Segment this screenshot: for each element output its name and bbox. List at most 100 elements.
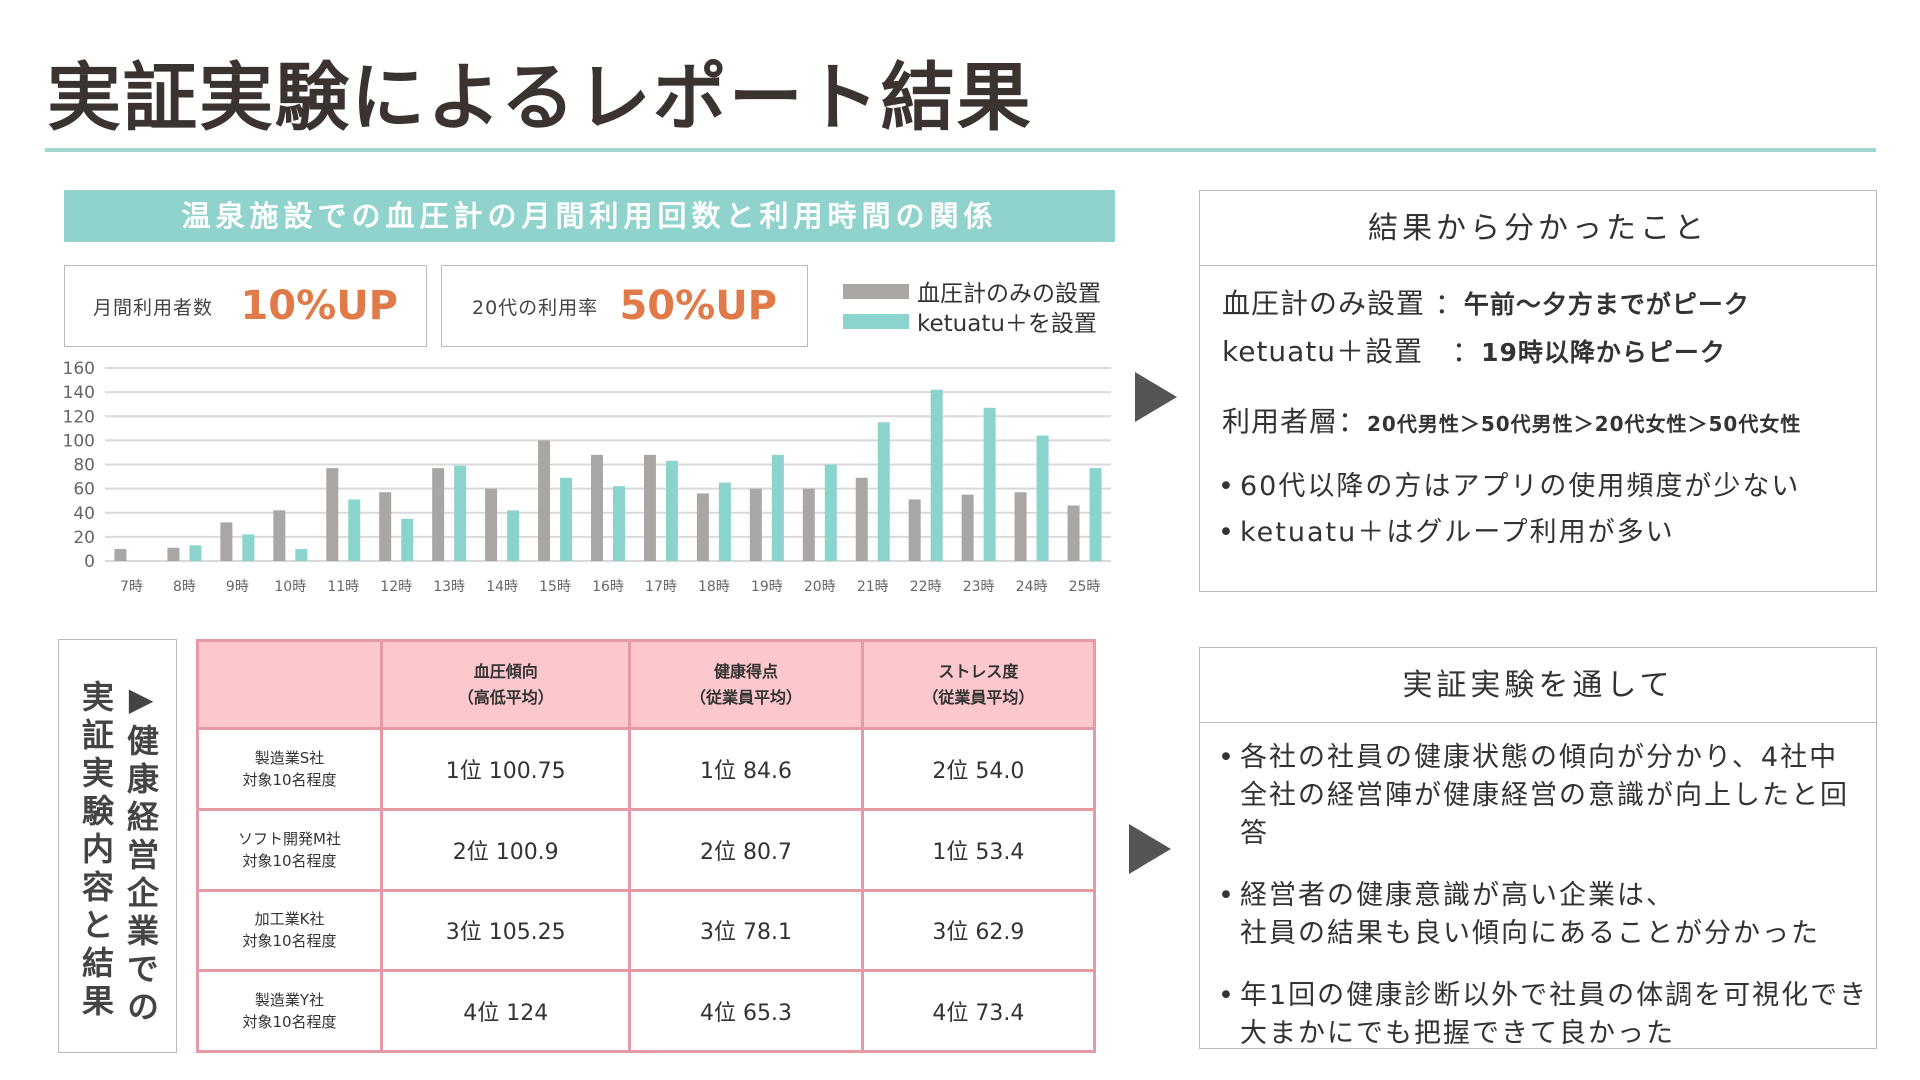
stat-label: 20代の利用率: [472, 296, 599, 319]
table-cell: 3位 105.25: [379, 888, 632, 973]
row-company: 加工業K社 対象10名程度: [196, 888, 383, 973]
stat-value: 10%UP: [240, 283, 398, 329]
table-cell: 2位 100.9: [379, 807, 632, 892]
bar-teal: [1036, 435, 1049, 561]
vertical-label-line2: 実証実験内容と結果: [77, 680, 115, 1022]
table-cell: 3位 78.1: [628, 888, 864, 973]
table-cell: 1位 53.4: [860, 807, 1097, 892]
y-tick-label: 60: [73, 480, 95, 500]
x-tick-label: 20時: [804, 579, 836, 595]
bullet-item: ketuatu＋はグループ利用が多い: [1200, 514, 1876, 552]
table-header-row: 血圧傾向 （高低平均） 健康得点 （従業員平均） ストレス度 （従業員平均）: [196, 639, 1097, 730]
bar-teal: [560, 477, 573, 561]
stat-label: 月間利用者数: [93, 296, 214, 319]
finding-value: 20代男性＞50代男性＞20代女性＞50代女性: [1367, 412, 1802, 436]
bar-teal: [665, 460, 678, 561]
y-tick-label: 40: [73, 504, 95, 524]
y-tick-label: 140: [63, 383, 95, 403]
y-tick-label: 160: [63, 359, 95, 379]
x-tick-label: 13時: [433, 579, 465, 595]
bar-gray: [220, 522, 233, 561]
bar-gray: [591, 454, 603, 561]
x-tick-label: 8時: [173, 579, 196, 595]
finding-label: ketuatu＋設置 ：: [1222, 335, 1482, 368]
table-cell: 1位 100.75: [379, 727, 632, 811]
x-tick-label: 17時: [645, 579, 677, 595]
row-company: 製造業S社 対象10名程度: [196, 727, 383, 811]
bar-gray: [802, 488, 815, 561]
x-tick-label: 16時: [592, 579, 624, 595]
bar-teal: [930, 389, 943, 561]
bar-gray: [1067, 505, 1080, 561]
bar-teal: [983, 407, 996, 561]
conclusion-panel-header: 実証実験を通して: [1200, 648, 1876, 723]
bar-gray: [326, 468, 339, 561]
x-tick-label: 24時: [1016, 579, 1048, 595]
table-row: ソフト開発M社 対象10名程度 2位 100.9 2位 80.7 1位 53.4: [196, 807, 1097, 892]
table-cell: 3位 62.9: [860, 888, 1097, 973]
conclusion-panel: 実証実験を通して 各社の社員の健康状態の傾向が分かり、4社中全社の経営陣が健康経…: [1199, 647, 1877, 1049]
table-header-empty: [196, 639, 383, 730]
table-cell: 4位 124: [379, 969, 632, 1053]
finding-label: 利用者層：: [1222, 405, 1368, 438]
bar-teal: [507, 510, 520, 561]
table-header: 血圧傾向 （高低平均）: [379, 639, 632, 730]
table-cell: 4位 73.4: [860, 969, 1097, 1053]
table-header: ストレス度 （従業員平均）: [860, 639, 1097, 730]
bullet-item: 各社の社員の健康状態の傾向が分かり、4社中全社の経営陣が健康経営の意識が向上した…: [1200, 739, 1876, 853]
finding-value: 19時以降からピーク: [1481, 338, 1726, 367]
bullet-item: 60代以降の方はアプリの使用頻度が少ない: [1200, 468, 1876, 506]
vertical-label-line1: ▶健康経営企業での: [122, 680, 160, 1028]
row-company: 製造業Y社 対象10名程度: [196, 969, 383, 1053]
bar-teal: [771, 454, 784, 561]
bar-teal: [454, 465, 467, 561]
legend-item: ketuatu＋を設置: [843, 306, 1101, 337]
bar-gray: [749, 488, 762, 561]
arrow-right-icon: [1129, 824, 1171, 874]
page-title: 実証実験によるレポート結果: [47, 55, 1033, 141]
x-tick-label: 23時: [963, 579, 995, 595]
bar-gray: [167, 547, 180, 561]
table-cell: 1位 84.6: [628, 727, 864, 811]
x-tick-label: 14時: [486, 579, 518, 595]
bar-gray: [273, 510, 286, 561]
bullet-item: 経営者の健康意識が高い企業は、社員の結果も良い傾向にあることが分かった: [1200, 877, 1876, 953]
x-tick-label: 21時: [857, 579, 889, 595]
bar-teal: [189, 545, 202, 561]
bar-gray: [855, 477, 868, 561]
x-tick-label: 25時: [1069, 579, 1101, 595]
arrow-right-icon: [1135, 372, 1177, 422]
chart-header: 温泉施設での血圧計の月間利用回数と利用時間の関係: [64, 190, 1115, 242]
y-tick-label: 0: [84, 552, 95, 572]
table-header: 健康得点 （従業員平均）: [628, 639, 864, 730]
bar-teal: [613, 486, 625, 561]
legend-label: 血圧計のみの設置: [917, 281, 1101, 307]
title-divider: [45, 148, 1876, 152]
y-tick-label: 20: [73, 528, 95, 548]
x-tick-label: 18時: [698, 579, 730, 595]
bar-teal: [242, 534, 255, 561]
bar-gray: [379, 492, 392, 561]
results-panel-header: 結果から分かったこと: [1200, 191, 1876, 266]
bar-teal: [824, 464, 837, 561]
bar-gray: [114, 548, 127, 561]
x-tick-label: 7時: [120, 579, 143, 595]
y-tick-label: 100: [63, 431, 95, 451]
table-cell: 4位 65.3: [628, 969, 864, 1053]
table-row: 製造業S社 対象10名程度 1位 100.75 1位 84.6 2位 54.0: [196, 727, 1097, 811]
y-tick-label: 120: [63, 407, 95, 427]
finding-row: 利用者層：20代男性＞50代男性＞20代女性＞50代女性: [1222, 400, 1876, 440]
x-tick-label: 11時: [327, 579, 359, 595]
finding-value: 午前〜夕方までがピーク: [1463, 290, 1750, 319]
bar-gray: [432, 468, 445, 561]
legend-label: ketuatu＋を設置: [917, 311, 1097, 337]
x-tick-label: 19時: [751, 579, 783, 595]
finding-row: 血圧計のみ設置 ：午前〜夕方までがピーク: [1222, 282, 1876, 322]
bar-gray: [1014, 492, 1027, 561]
row-company: ソフト開発M社 対象10名程度: [196, 807, 383, 892]
legend-swatch-teal: [843, 313, 909, 329]
finding-label: 血圧計のみ設置 ：: [1222, 287, 1464, 320]
results-table: 血圧傾向 （高低平均） 健康得点 （従業員平均） ストレス度 （従業員平均） 製造業S…: [196, 639, 1097, 1053]
bar-gray: [696, 493, 709, 561]
